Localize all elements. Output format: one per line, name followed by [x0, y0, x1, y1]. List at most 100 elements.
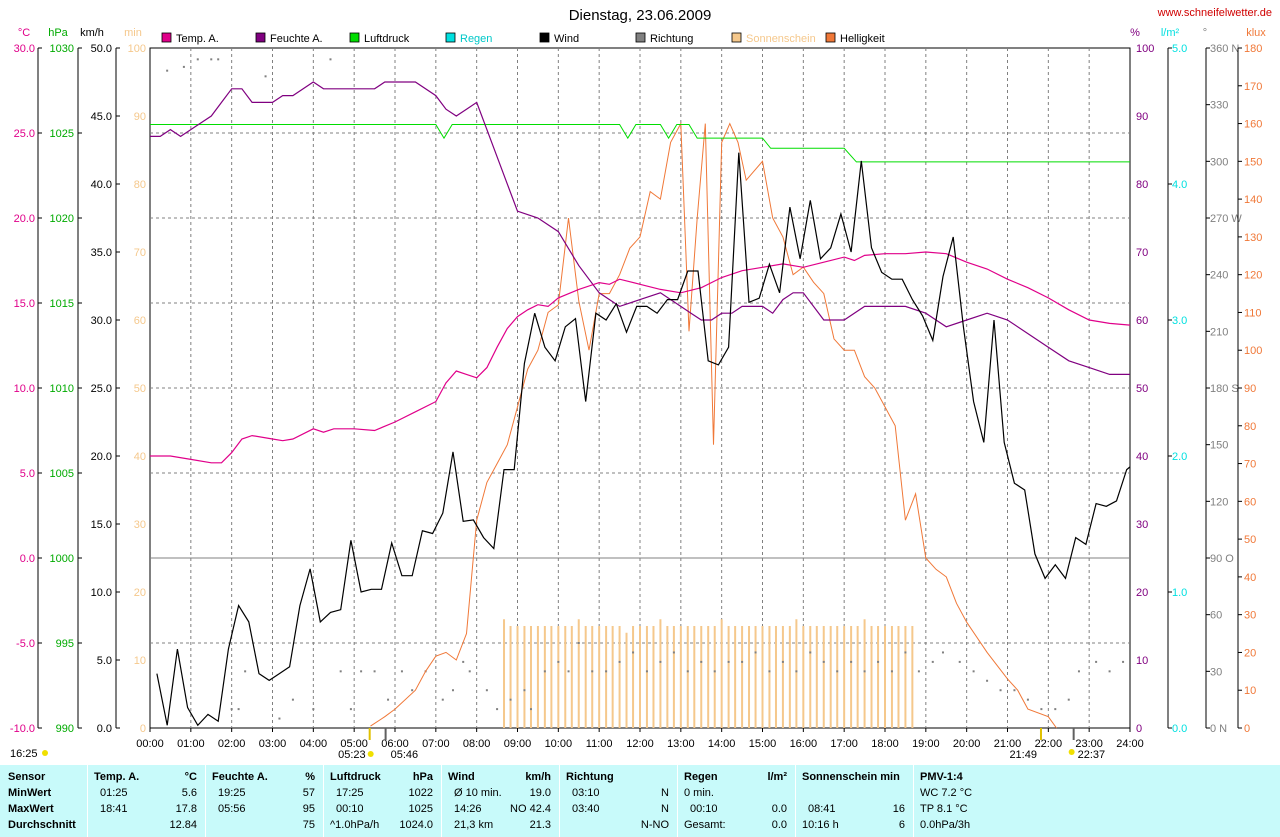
sun-tick-label: 50: [134, 383, 146, 395]
temp-axis-unit: °C: [18, 27, 30, 39]
light-tick-label: 180: [1244, 43, 1262, 55]
temp-tick-label: -5.0: [16, 638, 35, 650]
direction-point: [863, 670, 866, 673]
footer-hum-header: Feuchte A.: [212, 771, 268, 783]
light-tick-label: 80: [1244, 421, 1256, 433]
x-tick-label: 08:00: [463, 738, 491, 750]
x-tick-label: 04:00: [300, 738, 328, 750]
x-tick-label: 16:00: [790, 738, 818, 750]
direction-point: [509, 698, 512, 701]
temp-tick-label: 30.0: [14, 43, 35, 55]
x-axis: 00:00 01:00 02:00 03:00 04:00 05:00 06:00 07:00…: [136, 728, 1144, 750]
direction-point: [1067, 698, 1070, 701]
sun-tick-label: 90: [134, 111, 146, 123]
footer-rain-header: Regen: [684, 771, 718, 783]
site-url: www.schneifelwetter.de: [1157, 7, 1272, 19]
footer-wind-avg10-val: 19.0: [529, 787, 551, 799]
footer-col-temp: Temp. A. °C 01:25 5.6 18:41 17.8 12.84: [88, 765, 206, 837]
legend-swatch: [825, 32, 836, 43]
pressure-axis-unit: hPa: [48, 27, 68, 39]
direction-point: [727, 660, 730, 663]
wind-tick-label: 0.0: [97, 723, 112, 735]
footer-temp-header: Temp. A.: [94, 771, 140, 783]
sun-tick-label: 60: [134, 315, 146, 327]
x-tick-label: 18:00: [871, 738, 899, 750]
footer-temp-unit: °C: [184, 771, 197, 783]
temp-tick-label: 25.0: [14, 128, 35, 140]
legend-label: Luftdruck: [364, 33, 410, 45]
rain-axis-unit: l/m²: [1161, 27, 1180, 39]
direction-point: [850, 660, 853, 663]
direction-point: [632, 651, 635, 654]
footer-pmv-trend: 0.0hPa/3h: [920, 819, 971, 831]
direction-point: [523, 689, 526, 692]
rain-tick-label: 1.0: [1172, 587, 1187, 599]
direction-tick-label: 0 N: [1210, 723, 1227, 735]
footer-sun-header: Sonnenschein min: [802, 771, 900, 783]
legend-label: Richtung: [650, 33, 693, 45]
x-tick-label: 22:00: [1035, 738, 1063, 750]
footer-hum-max-time: 05:56: [218, 803, 246, 815]
x-tick-label: 07:00: [422, 738, 450, 750]
footer-col-sunshine: Sonnenschein min 08:41 16 10:16 h 6: [796, 765, 914, 837]
direction-point: [264, 75, 267, 78]
wind-axis-unit: km/h: [80, 27, 104, 39]
sunrise-b-time: 05:46: [391, 749, 419, 761]
footer-sun-max-val: 16: [892, 803, 905, 815]
direction-point: [485, 689, 488, 692]
footer-press-header: Luftdruck: [330, 771, 381, 783]
direction-tick-label: 240: [1210, 270, 1228, 282]
x-tick-label: 17:00: [830, 738, 858, 750]
direction-point: [931, 660, 934, 663]
footer-hum-unit: %: [305, 771, 315, 783]
direction-point: [781, 660, 784, 663]
sun-icon: [367, 751, 374, 757]
humidity-tick-label: 80: [1136, 179, 1148, 191]
footer-wind-avg-val: 21.3: [529, 819, 551, 831]
wind-tick-label: 10.0: [91, 587, 112, 599]
footer-rain-max-val: 0.0: [771, 803, 787, 815]
legend-swatch: [539, 32, 550, 43]
footer-sensor-header: Sensor: [8, 771, 46, 783]
sun-tick-label: 20: [134, 587, 146, 599]
footer-sun-total-val: 6: [898, 819, 905, 831]
legend-swatch: [635, 32, 646, 43]
direction-point: [672, 651, 675, 654]
direction-point: [986, 679, 989, 682]
footer-pmv-tp: TP 8.1 °C: [920, 803, 968, 815]
legend-swatch: [731, 32, 742, 43]
direction-point: [237, 708, 240, 711]
light-tick-label: 10: [1244, 685, 1256, 697]
sun-tick-label: 70: [134, 247, 146, 259]
x-tick-label: 00:00: [136, 738, 164, 750]
footer-press-min-val: 1022: [408, 787, 433, 799]
direction-point: [441, 698, 444, 701]
data-marks: [150, 58, 1131, 729]
x-tick-label: 20:00: [953, 738, 981, 750]
direction-point: [1013, 689, 1016, 692]
footer-temp-max-time: 18:41: [100, 803, 128, 815]
direction-point: [809, 651, 812, 654]
direction-point: [400, 670, 403, 673]
legend-label: Wind: [554, 33, 579, 45]
direction-point: [890, 670, 893, 673]
pressure-tick-label: 1005: [50, 468, 74, 480]
direction-point: [999, 689, 1002, 692]
light-tick-label: 60: [1244, 496, 1256, 508]
footer-press-unit: hPa: [412, 771, 433, 783]
direction-point: [411, 689, 414, 692]
footer-dir-min-time: 03:10: [572, 787, 600, 799]
wind-tick-label: 30.0: [91, 315, 112, 327]
direction-point: [217, 58, 220, 61]
light-tick-label: 170: [1244, 81, 1262, 93]
light-tick-label: 40: [1244, 572, 1256, 584]
footer-row-max: MaxWert: [8, 803, 54, 815]
footer-press-min-time: 17:25: [336, 787, 364, 799]
chart-legend: Temp. A. Feuchte A. Luftdruck Regen Wind Rich…: [161, 32, 885, 45]
footer-press-max-val: 1025: [408, 803, 433, 815]
direction-point: [795, 670, 798, 673]
x-tick-label: 01:00: [177, 738, 205, 750]
footer-wind-header: Wind: [448, 771, 475, 783]
direction-point: [567, 670, 570, 673]
plot-grid: [150, 48, 1130, 728]
